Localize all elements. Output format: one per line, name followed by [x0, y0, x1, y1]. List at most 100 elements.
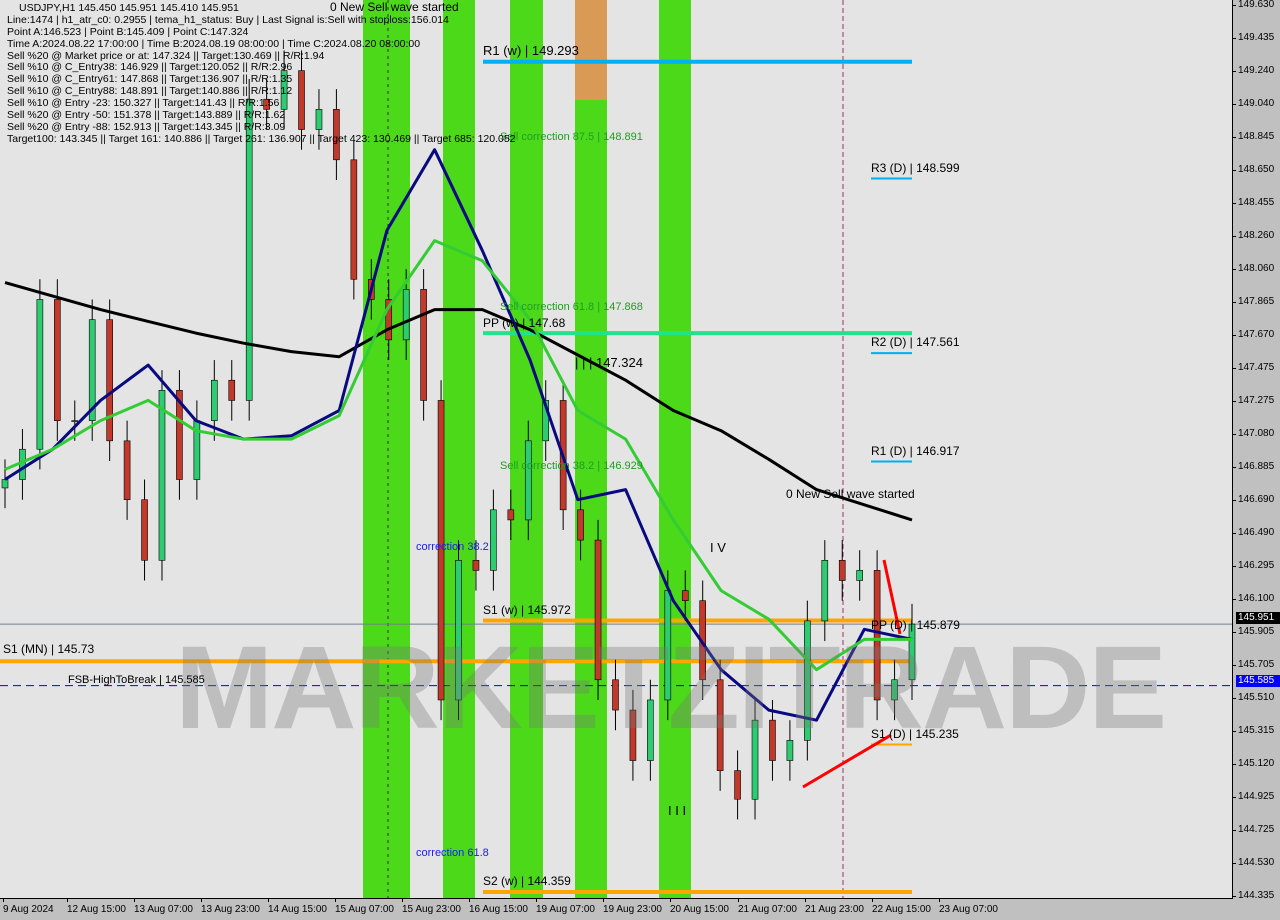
- watermark: MARKETZITRADE: [175, 622, 1167, 754]
- candle: [507, 509, 515, 521]
- candle: [856, 570, 863, 581]
- moving-average-ma_mid: [4, 239, 912, 672]
- chart-plot-area[interactable]: MARKETZITRADE USDJPY,H1 145.450 145.951 …: [0, 0, 1233, 899]
- time-tick: 21 Aug 23:00: [805, 898, 864, 915]
- level-r1-w: R1 (w) | 149.293: [483, 43, 579, 58]
- price-tick: 145.510: [1231, 692, 1275, 704]
- price-tick: 146.490: [1231, 527, 1275, 539]
- time-tick: 19 Aug 07:00: [536, 898, 595, 915]
- price-tick: 146.885: [1231, 460, 1275, 472]
- time-axis[interactable]: 9 Aug 2024 12 Aug 15:00 13 Aug 07:00 13 Aug…: [0, 898, 1233, 920]
- info-panel: USDJPY,H1 145.450 145.951 145.410 145.95…: [7, 2, 516, 146]
- wave-label-right: 0 New Sell wave started: [786, 487, 915, 501]
- candle: [176, 390, 183, 480]
- info-line: Sell %10 @ Entry -23: 150.327 || Target:…: [7, 97, 280, 110]
- info-line: Point A:146.523 | Point B:145.409 | Poin…: [7, 25, 249, 38]
- time-tick: 23 Aug 07:00: [939, 898, 998, 915]
- signal-band: [363, 0, 410, 898]
- price-tick: 145.905: [1231, 625, 1275, 637]
- info-line: Sell %10 @ C_Entry88: 148.891 || Target:…: [7, 85, 293, 98]
- candle: [245, 98, 253, 401]
- wave-label-top: 0 New Sell wave started: [330, 0, 459, 14]
- candle: [280, 70, 288, 110]
- candle: [385, 299, 393, 341]
- info-line: Sell %20 @ Entry -88: 152.913 || Target:…: [7, 120, 286, 133]
- time-tick: 21 Aug 07:00: [738, 898, 797, 915]
- moving-average-ma_fast: [4, 148, 913, 722]
- price-tick: 148.260: [1231, 229, 1275, 241]
- candle: [769, 719, 776, 761]
- candle: [228, 379, 236, 401]
- candle: [716, 679, 724, 771]
- time-tick: 20 Aug 15:00: [670, 898, 729, 915]
- symbol-line: USDJPY,H1 145.450 145.951 145.410 145.95…: [19, 2, 239, 14]
- level-r3-d: R3 (D) | 148.599: [871, 161, 960, 175]
- price-tick: 149.040: [1231, 98, 1275, 110]
- info-line: Sell %10 @ C_Entry38: 146.929 || Target:…: [7, 61, 293, 74]
- candle: [821, 559, 829, 622]
- price-tick: 148.455: [1231, 196, 1275, 208]
- price-tick: 146.690: [1231, 493, 1275, 505]
- price-chart: [0, 0, 1232, 898]
- candle: [472, 559, 480, 571]
- time-tick: 16 Aug 15:00: [469, 898, 528, 915]
- price-tick: 149.240: [1231, 64, 1275, 76]
- candle: [751, 719, 759, 800]
- trend-line-drop: [882, 559, 902, 635]
- candle: [577, 509, 584, 541]
- price-tick: 149.630: [1231, 0, 1275, 10]
- candle: [838, 559, 846, 581]
- price-tick: 147.865: [1231, 296, 1275, 307]
- correction-382-label: correction 38.2: [416, 541, 489, 553]
- time-tick: 9 Aug 2024: [3, 898, 54, 915]
- point-c-label: | | | 147.324: [575, 355, 643, 370]
- candle: [106, 319, 113, 442]
- price-tick: 144.335: [1231, 890, 1275, 901]
- wave-iii-label: I I I: [668, 803, 687, 818]
- candle: [804, 620, 811, 741]
- sell-correction-618: Sell correction 61.8 | 147.868: [500, 301, 643, 313]
- candle: [786, 740, 794, 761]
- level-r1-d: R1 (D) | 146.917: [871, 444, 960, 458]
- price-tick: 147.475: [1231, 361, 1275, 373]
- signal-band: [659, 0, 691, 898]
- level-pp-w: PP (w) | 147.68: [483, 316, 566, 330]
- time-tick: 12 Aug 15:00: [67, 898, 126, 915]
- price-tick: 144.530: [1231, 857, 1275, 869]
- time-tick: 22 Aug 15:00: [872, 898, 931, 915]
- candle: [141, 499, 148, 561]
- time-tick: 19 Aug 23:00: [603, 898, 662, 915]
- time-tick: 13 Aug 23:00: [201, 898, 260, 915]
- sell-correction-382: Sell correction 38.2 | 146.929: [500, 460, 643, 472]
- wave-iv-label: I V: [710, 540, 726, 555]
- candle: [402, 289, 410, 341]
- price-tick: 148.845: [1231, 131, 1275, 143]
- candle: [1, 479, 9, 489]
- candle: [36, 299, 44, 450]
- level-s1-w: S1 (w) | 145.972: [483, 603, 571, 617]
- level-fsb: FSB-HighToBreak | 145.585: [68, 674, 205, 686]
- price-tick: 148.650: [1231, 163, 1275, 175]
- price-axis[interactable]: 149.630 149.435 149.240 149.040 148.845 148.6…: [1231, 0, 1280, 920]
- info-line: Sell %20 @ Entry -50: 151.378 || Target:…: [7, 109, 286, 122]
- level-pp-d: PP (D) | 145.879: [871, 618, 960, 632]
- info-line: Time A:2024.08.22 17:00:00 | Time B:2024…: [7, 37, 421, 50]
- candle: [647, 699, 654, 761]
- candle: [873, 570, 881, 701]
- sell-correction-875: Sell correction 87.5 | 148.891: [500, 131, 643, 143]
- candle: [542, 400, 550, 442]
- price-tick: 144.725: [1231, 824, 1275, 836]
- candle: [455, 559, 462, 701]
- price-tick: 147.670: [1231, 328, 1275, 340]
- price-tick: 147.275: [1231, 395, 1275, 407]
- price-tick: 144.925: [1231, 790, 1275, 802]
- correction-618-label: correction 61.8: [416, 847, 489, 859]
- candle: [71, 420, 79, 422]
- candle: [891, 679, 898, 701]
- price-tick: 148.060: [1231, 263, 1275, 275]
- time-tick: 13 Aug 07:00: [134, 898, 193, 915]
- candle: [612, 679, 619, 711]
- candle: [437, 400, 445, 701]
- candle: [211, 379, 218, 421]
- candle: [350, 159, 358, 280]
